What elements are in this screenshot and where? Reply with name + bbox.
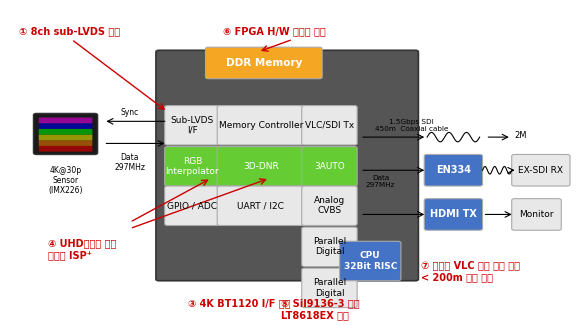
FancyBboxPatch shape xyxy=(39,140,93,146)
Text: GPIO / ADC: GPIO / ADC xyxy=(168,201,217,210)
FancyBboxPatch shape xyxy=(39,135,93,140)
FancyBboxPatch shape xyxy=(302,147,357,186)
Text: HDMI TX: HDMI TX xyxy=(430,209,477,219)
Text: ③ 4K BT1120 I/F 개발: ③ 4K BT1120 I/F 개발 xyxy=(188,298,291,308)
Text: 2M: 2M xyxy=(515,131,527,140)
FancyBboxPatch shape xyxy=(39,146,93,152)
FancyBboxPatch shape xyxy=(302,268,357,307)
FancyBboxPatch shape xyxy=(206,47,322,79)
FancyBboxPatch shape xyxy=(39,118,93,123)
FancyBboxPatch shape xyxy=(340,241,401,281)
FancyBboxPatch shape xyxy=(39,129,93,135)
Text: EX-SDI RX: EX-SDI RX xyxy=(519,166,563,175)
Text: DDR Memory: DDR Memory xyxy=(226,58,302,68)
FancyBboxPatch shape xyxy=(217,186,305,226)
FancyBboxPatch shape xyxy=(165,186,220,226)
Text: Parallel
Digital: Parallel Digital xyxy=(313,237,346,256)
Text: ⑤ SiI9136-3 개발
LT8618EX 개발: ⑤ SiI9136-3 개발 LT8618EX 개발 xyxy=(281,298,360,320)
FancyBboxPatch shape xyxy=(302,227,357,266)
Text: Analog
CVBS: Analog CVBS xyxy=(314,196,345,215)
Text: Memory Controller: Memory Controller xyxy=(219,121,303,130)
Text: Sub-LVDS
I/F: Sub-LVDS I/F xyxy=(171,116,214,135)
Text: CPU
32Bit RISC: CPU 32Bit RISC xyxy=(343,251,397,271)
FancyBboxPatch shape xyxy=(217,106,305,145)
Text: Data
297MHz: Data 297MHz xyxy=(114,153,145,172)
FancyBboxPatch shape xyxy=(512,154,570,186)
Text: ④ UHD고화질 보정
고성능 ISP⁺: ④ UHD고화질 보정 고성능 ISP⁺ xyxy=(48,238,117,260)
Text: ① 8ch sub-LVDS 개발: ① 8ch sub-LVDS 개발 xyxy=(19,27,120,37)
FancyBboxPatch shape xyxy=(424,154,482,186)
Text: Parallel
Digital: Parallel Digital xyxy=(313,278,346,297)
Text: EN334: EN334 xyxy=(436,165,471,175)
Text: Monitor: Monitor xyxy=(519,210,554,219)
Text: RGB
Interpolator: RGB Interpolator xyxy=(166,157,219,176)
Text: Sync: Sync xyxy=(121,108,139,117)
FancyBboxPatch shape xyxy=(512,199,561,230)
Text: ⑦ 자세한 VLC 영상 전송 기술
< 200m 전송 확인: ⑦ 자세한 VLC 영상 전송 기술 < 200m 전송 확인 xyxy=(421,260,520,282)
FancyBboxPatch shape xyxy=(165,147,220,186)
Text: UART / I2C: UART / I2C xyxy=(237,201,284,210)
Text: 4K@30p
Sensor
(IMX226): 4K@30p Sensor (IMX226) xyxy=(48,165,83,195)
FancyBboxPatch shape xyxy=(165,106,220,145)
FancyBboxPatch shape xyxy=(39,123,93,129)
FancyBboxPatch shape xyxy=(424,199,482,230)
Text: Data
297MHz: Data 297MHz xyxy=(366,175,396,188)
FancyBboxPatch shape xyxy=(302,106,357,145)
Text: 3AUTO: 3AUTO xyxy=(314,162,345,171)
Text: 3D-DNR: 3D-DNR xyxy=(243,162,279,171)
Text: VLC/SDI Tx: VLC/SDI Tx xyxy=(305,121,354,130)
FancyBboxPatch shape xyxy=(217,147,305,186)
Text: ⑥ FPGA H/W 플랫폼 설계: ⑥ FPGA H/W 플랫폼 설계 xyxy=(223,27,326,37)
FancyBboxPatch shape xyxy=(302,186,357,226)
Text: 1.5Gbps SDI
450m  Coaxial cable: 1.5Gbps SDI 450m Coaxial cable xyxy=(374,119,448,132)
FancyBboxPatch shape xyxy=(33,113,98,154)
FancyBboxPatch shape xyxy=(156,50,418,281)
